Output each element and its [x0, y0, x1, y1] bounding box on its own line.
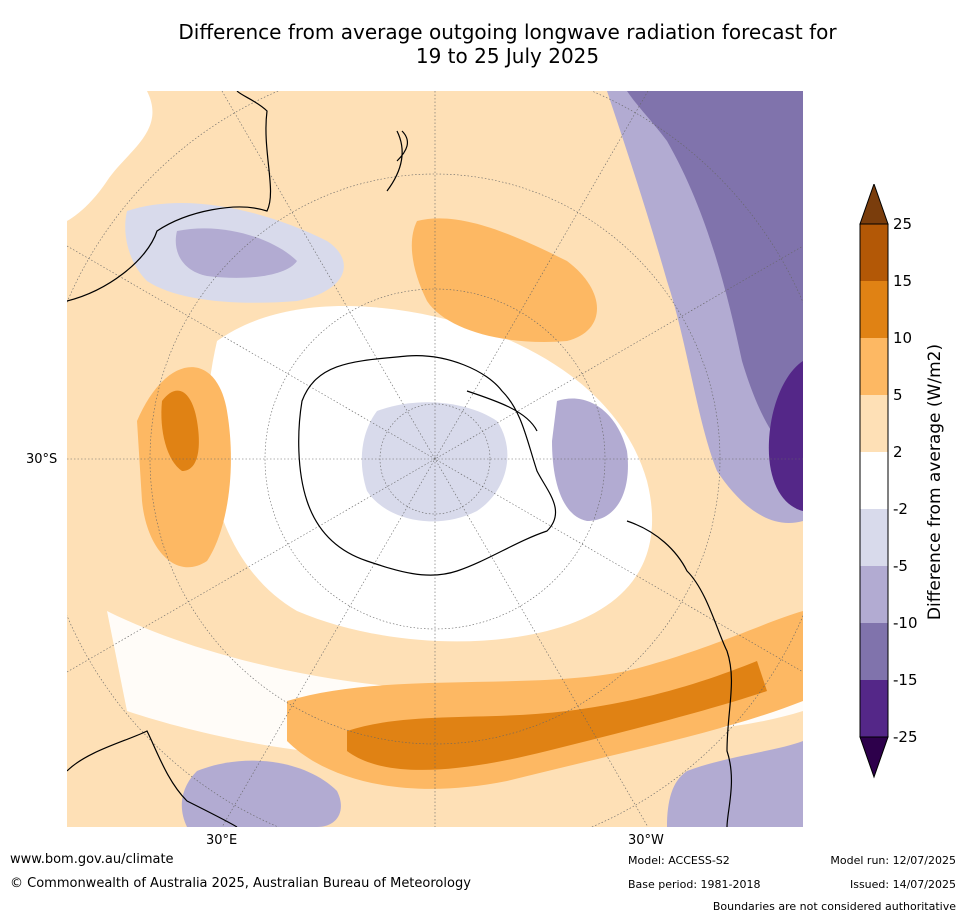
negative-anomaly-southwest	[181, 760, 341, 827]
colorbar-label: Difference from average (W/m2)	[925, 343, 945, 621]
longitude-label-30w: 30°W	[628, 833, 664, 848]
graticule	[67, 91, 803, 827]
colorbar-band-5-10	[860, 338, 888, 395]
colorbar-bottom-arrow	[859, 736, 889, 779]
colorbar-tick: -10	[893, 614, 918, 632]
colorbar-tick: 10	[893, 329, 913, 347]
colorbar-tick: -2	[893, 500, 908, 518]
footer-url[interactable]: www.bom.gov.au/climate	[10, 852, 174, 867]
footer-model-run: Model run: 12/07/2025	[830, 854, 956, 867]
footer-boundaries-note: Boundaries are not considered authoritat…	[712, 900, 956, 913]
colorbar-tick: -15	[893, 671, 918, 689]
footer-copyright: © Commonwealth of Australia 2025, Austra…	[10, 876, 471, 891]
strong-negative-anomaly-east	[627, 91, 803, 461]
colorbar-band-neutral	[860, 452, 888, 509]
latitude-label-30s: 30°S	[26, 452, 58, 467]
south-america-coastline	[626, 520, 733, 827]
positive-anomaly-pacific	[411, 218, 597, 342]
weak-negative-anomaly-antarctic	[361, 402, 508, 522]
antarctic-peninsula-coastline	[466, 390, 538, 432]
colorbar-band-m25-m15	[860, 680, 888, 737]
colorbar-tick: 2	[893, 443, 903, 461]
longitude-label-30e: 30°E	[206, 833, 238, 848]
colorbar-tick: -25	[893, 728, 918, 746]
colorbar-tick: 25	[893, 215, 913, 233]
title-line-2: 19 to 25 July 2025	[415, 44, 600, 68]
antarctica-coastline	[298, 355, 557, 576]
title-line-1: Difference from average outgoing longwav…	[178, 20, 837, 44]
new-zealand-coastline	[386, 130, 409, 192]
negative-anomaly-australia-south	[175, 228, 297, 278]
colorbar-tick: 15	[893, 272, 913, 290]
coastlines	[67, 91, 733, 827]
footer-model: Model: ACCESS-S2	[628, 854, 730, 867]
colorbar-outline	[859, 223, 889, 738]
colorbar-band-10-15	[860, 281, 888, 338]
very-strong-negative-anomaly-east	[768, 361, 803, 511]
colorbar-band-m5-m2	[860, 509, 888, 566]
africa-coastline	[67, 730, 238, 827]
negative-anomaly-southeast	[667, 741, 803, 827]
australia-coastline	[67, 91, 272, 302]
colorbar-tick: -5	[893, 557, 908, 575]
colorbar-band-m10-m5	[860, 566, 888, 623]
colorbar-top-arrow	[859, 184, 889, 225]
colorbar-band-15-25	[860, 224, 888, 281]
strong-positive-anomaly-southern-belt	[347, 661, 767, 770]
negative-anomaly-atlantic	[552, 398, 628, 521]
colorbar-band-m15-m10	[860, 623, 888, 680]
neutral-region-north	[67, 91, 153, 221]
footer-base-period: Base period: 1981-2018	[628, 878, 761, 891]
colorbar-tick: 5	[893, 386, 903, 404]
polar-map	[67, 91, 803, 827]
footer-issued: Issued: 14/07/2025	[849, 878, 956, 891]
colorbar	[859, 184, 889, 779]
strong-positive-anomaly-indian-ocean	[161, 390, 199, 471]
anomaly-map-svg	[67, 91, 803, 827]
colorbar-band-2-5	[860, 395, 888, 452]
map-title: Difference from average outgoing longwav…	[60, 20, 955, 68]
